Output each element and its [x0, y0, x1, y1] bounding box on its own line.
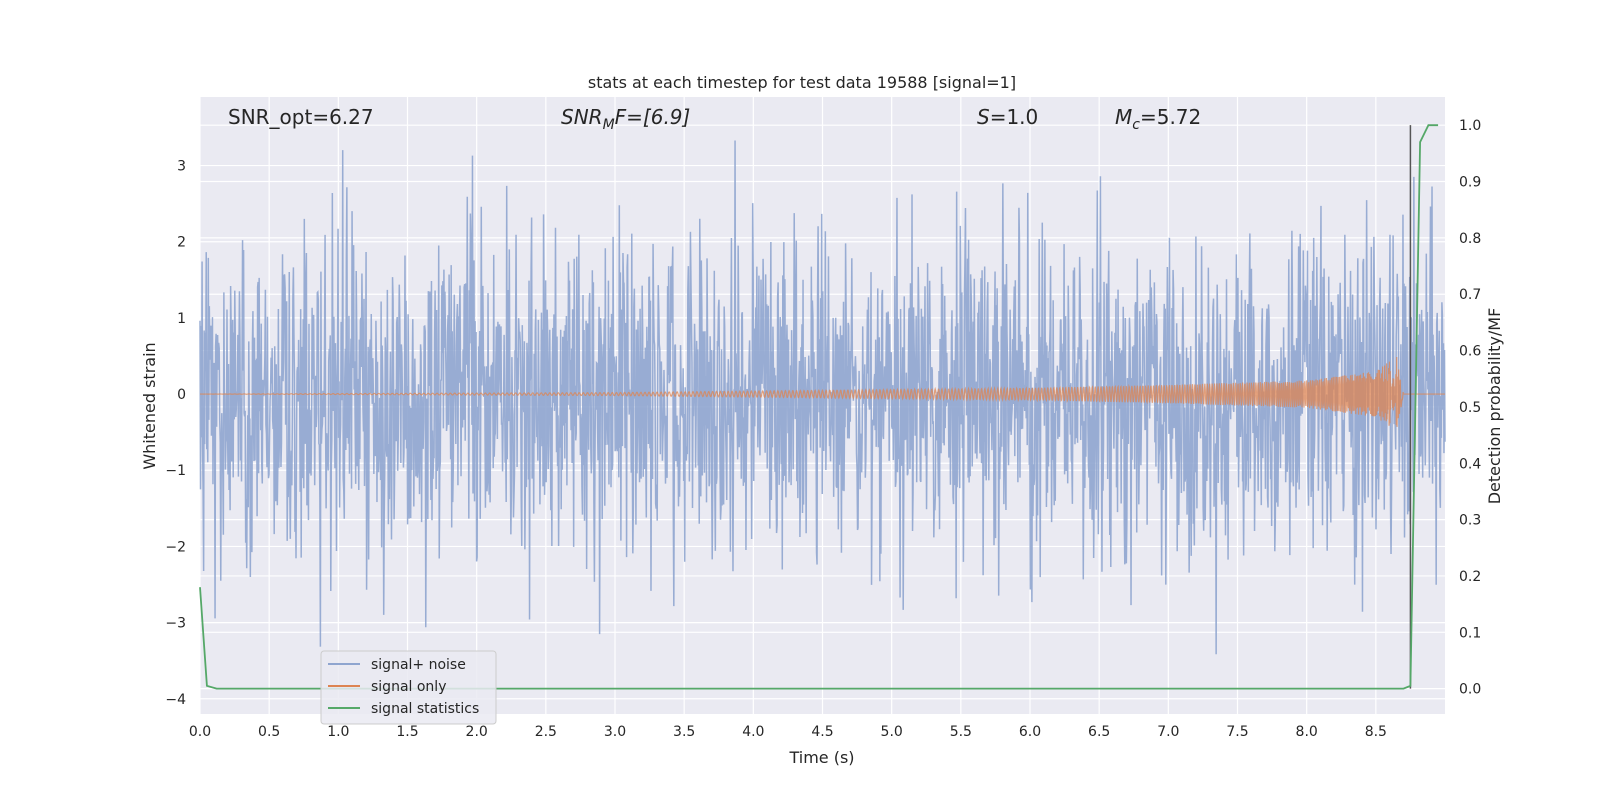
series-signal-only — [200, 125, 1445, 689]
y-left-tick-label-6: −3 — [165, 616, 186, 632]
y-left-tick-label-2: 1 — [177, 311, 186, 327]
x-tick-label-12: 6.0 — [1019, 724, 1041, 740]
x-tick-label-16: 8.0 — [1296, 724, 1318, 740]
y-right-tick-label-7: 0.3 — [1459, 513, 1481, 529]
legend-label-signal-statistics: signal statistics — [371, 701, 479, 717]
chart-title: stats at each timestep for test data 195… — [588, 73, 1016, 92]
y-right-tick-label-2: 0.8 — [1459, 231, 1481, 247]
annotation-mc: Mc=5.72 — [1115, 105, 1201, 133]
x-tick-label-6: 3.0 — [604, 724, 626, 740]
y-left-axis-ticks: 3 2 1 0 −1 −2 −3 −4 — [165, 159, 186, 708]
y-left-axis-label: Whitened strain — [140, 342, 159, 469]
x-axis-ticks: 0.0 0.5 1.0 1.5 2.0 2.5 3.0 3.5 4.0 4.5 5.0 5.5 6.0 6… — [189, 724, 1387, 740]
legend-label-signal-noise: signal+ noise — [371, 657, 466, 673]
signal-only-line — [200, 356, 1445, 427]
x-tick-label-11: 5.5 — [950, 724, 972, 740]
x-tick-label-10: 5.0 — [881, 724, 903, 740]
y-right-tick-label-6: 0.4 — [1459, 456, 1481, 472]
y-right-tick-label-5: 0.5 — [1459, 400, 1481, 416]
x-tick-label-8: 4.0 — [742, 724, 764, 740]
x-tick-label-1: 0.5 — [258, 724, 280, 740]
series-signal-noise — [199, 140, 1446, 655]
signal-noise-line — [199, 140, 1446, 655]
y-right-tick-label-10: 0.0 — [1459, 682, 1481, 698]
x-tick-label-0: 0.0 — [189, 724, 211, 740]
signal-statistics-line — [199, 124, 1439, 690]
x-tick-label-15: 7.5 — [1226, 724, 1248, 740]
x-tick-label-3: 1.5 — [396, 724, 418, 740]
x-tick-label-4: 2.0 — [466, 724, 488, 740]
x-tick-label-5: 2.5 — [535, 724, 557, 740]
annotation-s-main: S — [977, 105, 990, 129]
annotation-snr-opt: SNR_opt=6.27 — [228, 105, 374, 129]
annotation-s: S=1.0 — [977, 105, 1038, 129]
x-tick-label-14: 7.0 — [1157, 724, 1179, 740]
legend-box — [320, 650, 497, 725]
x-tick-label-7: 3.5 — [673, 724, 695, 740]
y-left-tick-label-0: 3 — [177, 159, 186, 175]
x-tick-label-17: 8.5 — [1365, 724, 1387, 740]
y-right-axis-ticks: 1.0 0.9 0.8 0.7 0.6 0.5 0.4 0.3 0.2 0.1 0.0 — [1459, 118, 1481, 697]
annotation-snr-mf-main: SNR — [561, 105, 603, 129]
x-tick-label-9: 4.5 — [811, 724, 833, 740]
x-tick-label-13: 6.5 — [1088, 724, 1110, 740]
y-left-tick-label-5: −2 — [165, 539, 186, 555]
annotation-snr-mf-rest: F=[6.9] — [615, 105, 691, 129]
annotation-mc-sub: c — [1132, 117, 1140, 133]
y-left-tick-label-4: −1 — [165, 463, 186, 479]
legend-label-signal-only: signal only — [371, 679, 446, 695]
legend: signal+ noise signal only signal statist… — [320, 650, 497, 725]
y-left-tick-label-1: 2 — [177, 235, 186, 251]
annotation-mc-rest: =5.72 — [1140, 105, 1201, 129]
y-right-tick-label-4: 0.6 — [1459, 344, 1481, 360]
y-right-tick-label-0: 1.0 — [1459, 118, 1481, 134]
y-right-tick-label-8: 0.2 — [1459, 569, 1481, 585]
y-right-axis-label: Detection probability/MF — [1485, 308, 1504, 505]
series-signal-statistics — [199, 124, 1439, 690]
x-axis-label: Time (s) — [788, 748, 854, 767]
x-tick-label-2: 1.0 — [327, 724, 349, 740]
annotation-s-rest: =1.0 — [990, 105, 1039, 129]
y-left-tick-label-3: 0 — [177, 387, 186, 403]
y-right-tick-label-1: 0.9 — [1459, 175, 1481, 191]
annotation-snr-mf-sub: M — [603, 117, 615, 133]
annotation-mc-main: M — [1115, 105, 1132, 129]
y-right-tick-label-9: 0.1 — [1459, 625, 1481, 641]
y-right-tick-label-3: 0.7 — [1459, 287, 1481, 303]
annotation-snr-mf: SNRMF=[6.9] — [561, 105, 690, 133]
y-left-tick-label-7: −4 — [165, 692, 186, 708]
